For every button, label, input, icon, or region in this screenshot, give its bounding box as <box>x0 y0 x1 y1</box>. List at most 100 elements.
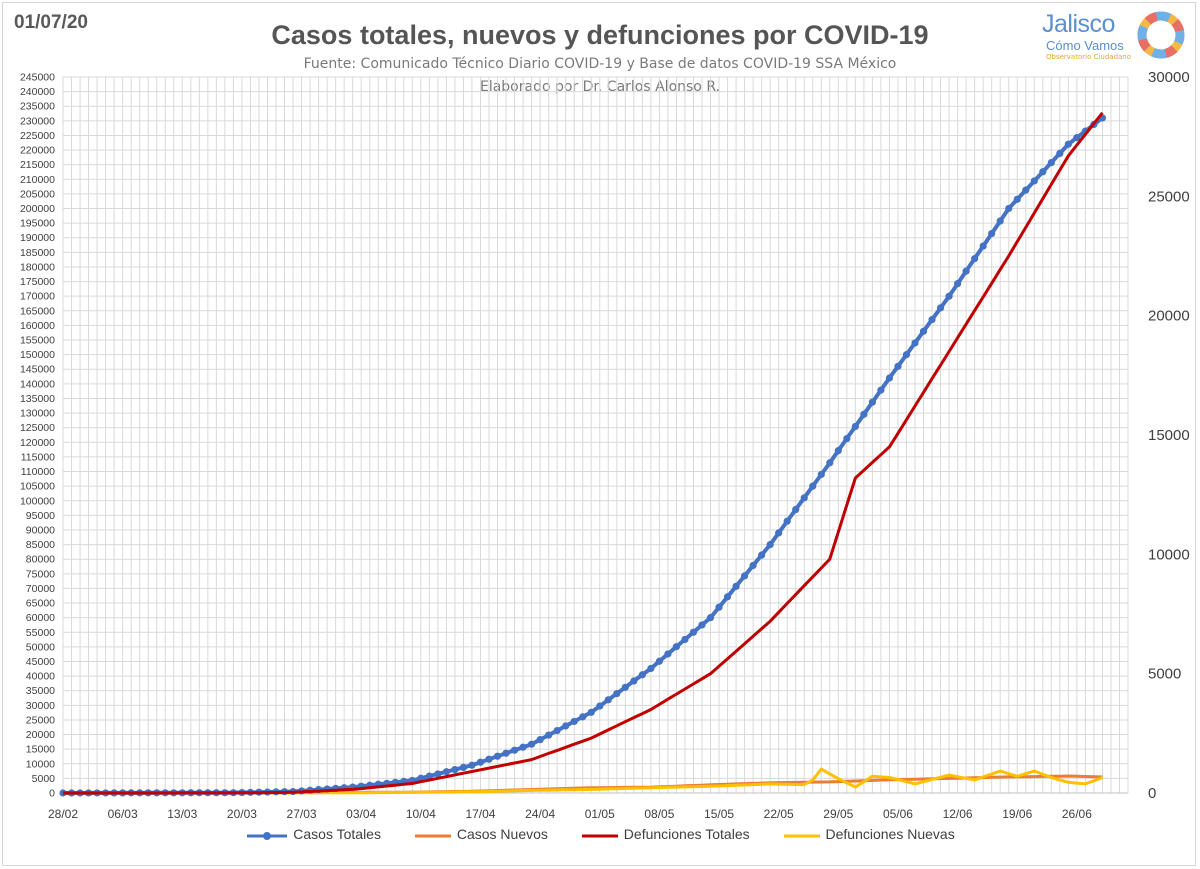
x-tick-label: 17/04 <box>465 807 495 820</box>
y-left-tick-label: 130000 <box>20 408 55 420</box>
legend-label: Casos Totales <box>293 826 381 843</box>
y-left-tick-label: 50000 <box>26 641 55 653</box>
x-tick-label: 13/03 <box>167 807 197 820</box>
casos-totales-point <box>1030 177 1038 185</box>
legend-swatch-casos-nuevos <box>414 834 451 838</box>
casos-totales-point <box>783 517 791 525</box>
logo-name: Jalisco <box>1042 10 1115 38</box>
logo-subtitle: Cómo Vamos <box>1046 38 1124 53</box>
casos-totales-point <box>860 410 868 418</box>
legend-item-casos-totales[interactable]: Casos Totales <box>245 826 381 842</box>
x-tick-label: 05/06 <box>883 807 913 820</box>
y-left-tick-label: 185000 <box>20 247 55 259</box>
x-tick-label: 22/05 <box>764 807 794 820</box>
x-tick-label: 10/04 <box>406 807 436 820</box>
casos-totales-point <box>809 482 817 490</box>
casos-totales-point <box>1005 204 1013 213</box>
y-left-tick-label: 75000 <box>26 568 55 580</box>
y-left-tick-label: 20000 <box>26 729 55 741</box>
casos-totales-point <box>715 603 723 611</box>
casos-totales-point <box>604 696 612 704</box>
x-tick-label: 19/06 <box>1002 807 1032 820</box>
jalisco-logo: Jalisco Cómo Vamos Observatorio Ciudadan… <box>1038 8 1192 66</box>
y-left-tick-label: 105000 <box>20 481 55 493</box>
casos-totales-point <box>971 255 979 263</box>
casos-totales-point <box>476 758 485 766</box>
casos-totales-point <box>894 362 902 370</box>
y-left-tick-label: 60000 <box>26 612 55 624</box>
casos-totales-point <box>741 572 749 580</box>
casos-totales-point <box>689 628 698 636</box>
casos-totales-point <box>519 743 527 751</box>
legend-item-defunciones-nuevas[interactable]: Defunciones Nuevas <box>782 826 955 842</box>
y-left-tick-label: 225000 <box>20 130 55 142</box>
y-left-tick-label: 160000 <box>20 320 55 332</box>
casos-totales-point <box>1047 158 1055 167</box>
legend-swatch-defunciones-totales <box>581 834 618 838</box>
y-left-tick-label: 205000 <box>20 188 55 200</box>
x-tick-label: 15/05 <box>704 807 734 820</box>
casos-totales-point <box>451 765 459 774</box>
report-date: 01/07/20 <box>14 12 88 33</box>
casos-totales-point <box>485 755 493 763</box>
casos-totales-point <box>775 529 783 537</box>
chart-legend: Casos Totales Casos Nuevos Defunciones T… <box>0 825 1200 842</box>
casos-totales-point <box>553 726 561 735</box>
casos-totales-point <box>528 740 536 748</box>
y-left-tick-label: 195000 <box>20 218 55 230</box>
y-left-tick-label: 80000 <box>26 554 55 566</box>
y-left-tick-label: 230000 <box>20 115 55 127</box>
y-left-tick-label: 180000 <box>20 261 55 273</box>
casos-totales-point <box>749 561 757 570</box>
y-left-tick-label: 235000 <box>20 101 55 113</box>
casos-totales-point <box>834 447 842 455</box>
casos-totales-point <box>996 217 1004 225</box>
x-tick-label: 29/05 <box>823 807 853 820</box>
casos-totales-point <box>979 242 987 250</box>
casos-totales-point <box>732 582 740 590</box>
x-tick-label: 26/06 <box>1062 807 1092 820</box>
y-left-tick-label: 85000 <box>26 539 55 551</box>
casos-totales-point <box>630 677 638 685</box>
y-left-tick-label: 145000 <box>20 364 55 376</box>
casos-totales-point <box>1056 149 1064 158</box>
y-right-tick-label: 0 <box>1148 785 1156 802</box>
x-tick-label: 20/03 <box>227 807 257 820</box>
legend-swatch-casos-totales <box>247 831 288 840</box>
x-tick-label: 06/03 <box>108 807 138 820</box>
casos-totales-point <box>698 621 706 629</box>
y-left-tick-label: 165000 <box>20 305 55 317</box>
casos-totales-point <box>638 671 646 679</box>
casos-totales-point <box>766 540 774 549</box>
casos-totales-point <box>442 768 450 776</box>
y-left-tick-label: 90000 <box>26 524 55 536</box>
casos-totales-point <box>681 635 689 644</box>
casos-totales-point <box>911 339 919 347</box>
casos-totales-point <box>459 763 468 772</box>
y-left-tick-label: 200000 <box>20 203 55 215</box>
y-left-tick-label: 5000 <box>32 773 56 785</box>
legend-item-defunciones-totales[interactable]: Defunciones Totales <box>580 826 750 842</box>
casos-totales-point <box>868 398 877 406</box>
casos-totales-point <box>945 292 953 300</box>
y-left-tick-label: 240000 <box>20 86 55 98</box>
casos-totales-point <box>936 304 945 312</box>
y-left-tick-label: 190000 <box>20 232 55 244</box>
y-left-tick-label: 170000 <box>20 291 55 303</box>
y-left-tick-label: 135000 <box>20 393 55 405</box>
y-left-tick-label: 100000 <box>20 495 55 507</box>
chart-subtitle-source: Fuente: Comunicado Técnico Diario COVID-… <box>303 56 897 72</box>
casos-totales-point <box>843 434 851 443</box>
y-right-tick-label: 30000 <box>1148 69 1190 86</box>
x-tick-label: 08/05 <box>644 807 674 820</box>
x-tick-label: 03/04 <box>346 807 376 820</box>
covid-line-chart: 0 5000 10000 15000 20000 25000 30000 35000 40000… <box>20 69 1190 820</box>
y-left-tick-label: 115000 <box>21 451 55 463</box>
casos-totales-point <box>545 731 553 739</box>
y-left-tick-label: 125000 <box>20 422 55 434</box>
y-left-tick-label: 70000 <box>26 583 55 595</box>
x-tick-label: 28/02 <box>48 807 78 820</box>
casos-totales-point <box>954 280 962 288</box>
legend-item-casos-nuevos[interactable]: Casos Nuevos <box>413 826 548 842</box>
